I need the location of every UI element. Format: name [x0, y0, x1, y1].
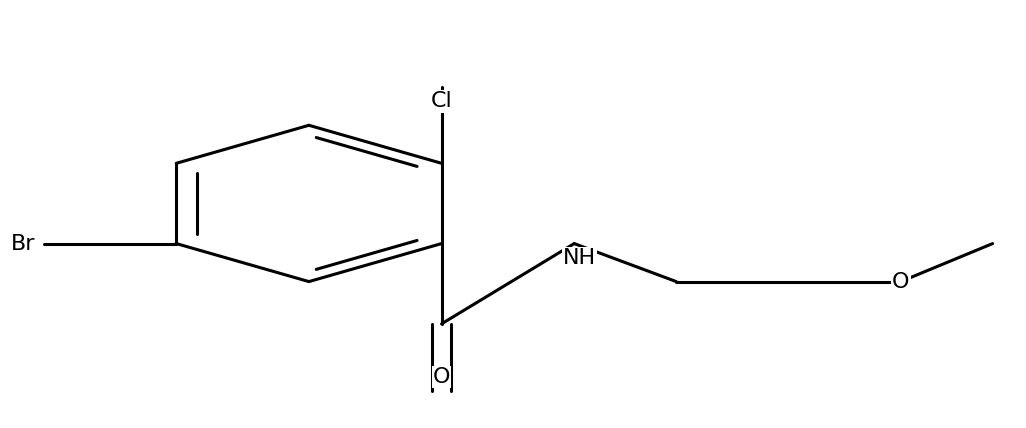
Text: O: O — [433, 367, 450, 387]
Text: NH: NH — [563, 248, 596, 268]
Text: O: O — [892, 272, 909, 291]
Text: Br: Br — [11, 234, 36, 253]
Text: Cl: Cl — [431, 92, 452, 111]
